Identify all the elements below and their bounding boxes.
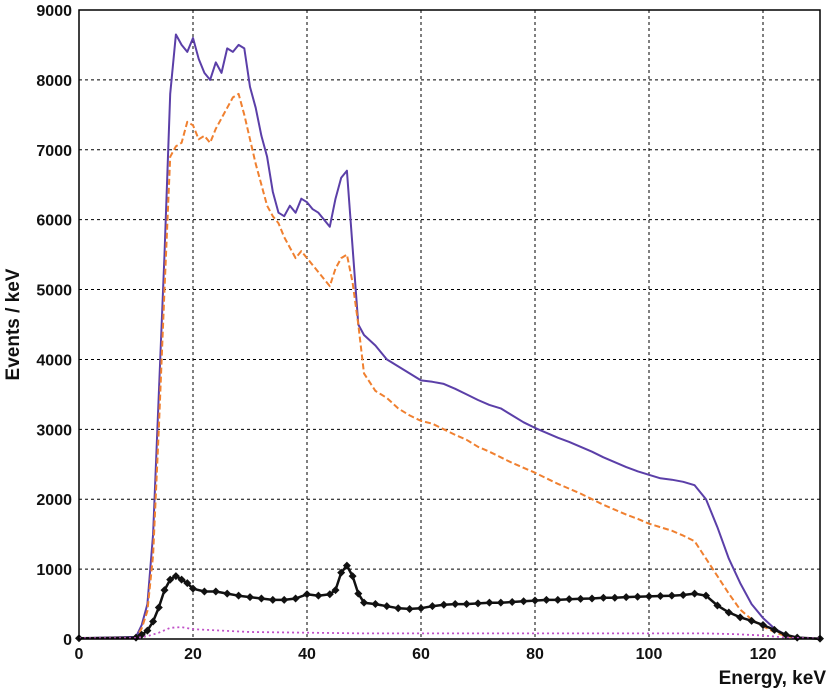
y-tick-label: 6000 <box>36 213 72 230</box>
x-tick-label: 40 <box>298 646 316 663</box>
data-point <box>702 591 710 600</box>
data-point <box>496 598 505 607</box>
data-point <box>610 593 619 602</box>
data-point <box>759 621 767 630</box>
plot-frame <box>78 9 821 640</box>
data-point <box>246 593 254 602</box>
data-point <box>451 600 460 609</box>
data-point <box>354 589 363 598</box>
data-point <box>439 600 448 609</box>
data-point <box>291 594 300 603</box>
data-point <box>622 593 631 602</box>
grid <box>79 10 820 639</box>
data-point <box>474 599 482 608</box>
data-point <box>724 608 733 617</box>
data-point <box>542 595 551 604</box>
data-point <box>189 584 197 593</box>
data-point <box>360 598 368 607</box>
data-point <box>371 600 380 609</box>
data-point <box>417 604 425 613</box>
data-point <box>679 590 688 599</box>
data-point <box>576 594 585 603</box>
data-point <box>519 597 528 606</box>
data-point <box>342 561 351 570</box>
data-point <box>553 595 562 604</box>
data-point <box>713 601 722 610</box>
y-tick-label: 3000 <box>36 422 72 439</box>
data-point <box>223 589 232 598</box>
data-point <box>667 591 676 600</box>
x-axis-label: Energy, keV <box>719 668 827 689</box>
data-point <box>143 626 152 635</box>
data-point <box>485 598 494 607</box>
data-point <box>303 590 311 599</box>
data-point <box>736 613 745 622</box>
data-point <box>428 602 437 611</box>
x-tick-label: 80 <box>526 646 544 663</box>
data-point <box>149 617 158 626</box>
data-point <box>337 568 346 577</box>
data-point <box>382 602 391 611</box>
y-tick-label: 4000 <box>36 352 72 369</box>
tick-labels: 0 20 40 60 80 100 120 0 1000 2000 3000 4000 5000 6000… <box>36 3 776 663</box>
series-line-2 <box>78 92 821 640</box>
data-point <box>325 590 334 599</box>
data-point <box>747 616 756 625</box>
x-tick-label: 0 <box>75 646 84 663</box>
data-point <box>462 600 471 609</box>
series-line-4 <box>78 626 821 640</box>
y-axis-label: Events / keV <box>3 268 24 380</box>
series-group <box>75 33 824 643</box>
data-point <box>314 591 323 600</box>
data-point <box>770 625 779 634</box>
x-tick-label: 20 <box>184 646 202 663</box>
y-tick-label: 5000 <box>36 283 72 300</box>
data-point <box>211 587 220 596</box>
y-tick-label: 8000 <box>36 73 72 90</box>
data-point <box>656 592 665 601</box>
series-line-1 <box>78 33 821 640</box>
data-point <box>633 592 642 601</box>
data-point <box>257 594 266 603</box>
x-tick-label: 120 <box>750 646 777 663</box>
data-point <box>234 591 243 600</box>
data-point <box>531 596 539 605</box>
series-line-3 <box>78 564 821 640</box>
data-point <box>200 587 209 596</box>
data-point <box>183 579 192 588</box>
data-point <box>690 589 699 598</box>
data-point <box>565 595 574 604</box>
y-tick-label: 0 <box>63 632 72 649</box>
data-point <box>645 592 653 601</box>
y-tick-label: 1000 <box>36 562 72 579</box>
data-point <box>166 575 175 584</box>
data-point <box>508 597 517 606</box>
data-point <box>160 586 169 595</box>
data-point <box>348 572 357 581</box>
data-point <box>588 594 596 603</box>
x-tick-label: 60 <box>412 646 430 663</box>
data-point <box>177 575 186 584</box>
data-point <box>268 595 277 604</box>
y-tick-label: 7000 <box>36 143 72 160</box>
data-point <box>394 604 403 613</box>
data-point <box>331 586 340 595</box>
data-point <box>280 595 289 604</box>
data-point <box>599 593 608 602</box>
y-tick-label: 2000 <box>36 492 72 509</box>
data-point <box>154 603 163 612</box>
data-point <box>405 604 414 613</box>
x-tick-label: 100 <box>636 646 663 663</box>
y-tick-label: 9000 <box>36 3 72 20</box>
data-point <box>171 572 180 581</box>
